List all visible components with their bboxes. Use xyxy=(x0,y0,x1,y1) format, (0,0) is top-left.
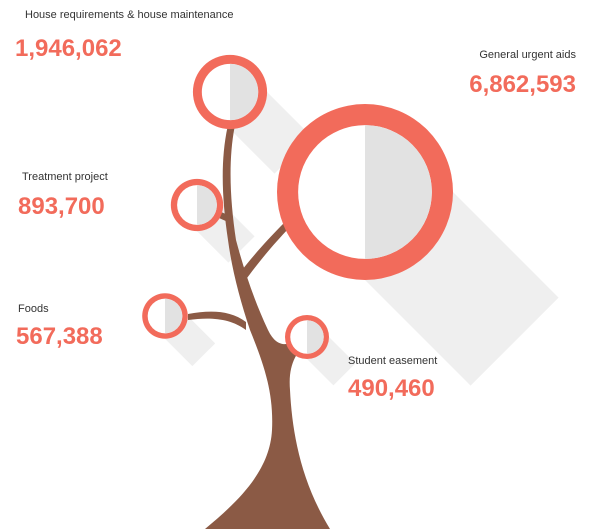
value-label: 893,700 xyxy=(18,193,105,220)
value-label: 1,946,062 xyxy=(15,35,122,62)
category-label: Foods xyxy=(18,303,49,315)
chart: House requirements & house maintenance 1,… xyxy=(0,0,590,529)
category-label: Treatment project xyxy=(22,171,108,183)
value-label: 490,460 xyxy=(348,375,435,402)
page: {"chart_data": {"type": "tree", "categor… xyxy=(0,0,590,529)
category-label: General urgent aids xyxy=(479,49,576,61)
trunk xyxy=(205,240,330,529)
value-label: 567,388 xyxy=(16,323,103,350)
value-label: 6,862,593 xyxy=(469,71,576,98)
category-label: Student easement xyxy=(348,355,437,367)
category-label: House requirements & house maintenance xyxy=(25,9,234,21)
